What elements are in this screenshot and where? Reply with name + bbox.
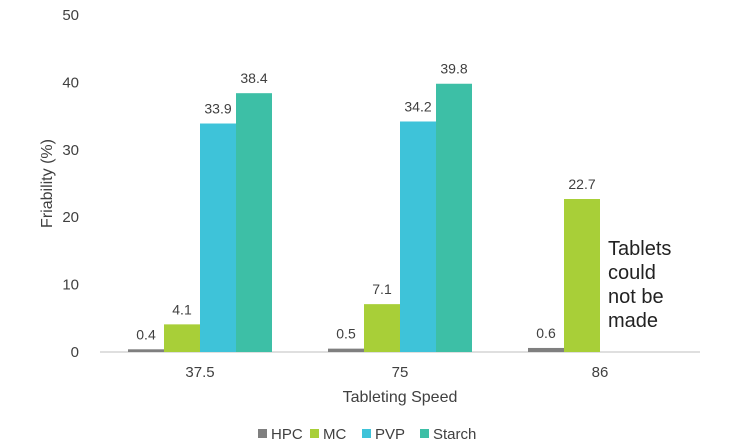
y-tick-label: 50 bbox=[62, 7, 79, 24]
bar-hpc-1 bbox=[328, 348, 364, 352]
data-label: 0.4 bbox=[136, 326, 156, 342]
data-label: 7.1 bbox=[372, 281, 392, 297]
data-label: 0.5 bbox=[336, 326, 356, 342]
x-tick-label: 86 bbox=[592, 364, 609, 381]
data-label: 22.7 bbox=[568, 176, 595, 192]
x-tick-label: 37.5 bbox=[185, 364, 214, 381]
annotation-line: could bbox=[608, 262, 656, 284]
bar-starch-1 bbox=[436, 83, 472, 353]
y-tick-label: 40 bbox=[62, 74, 79, 91]
data-label: 4.1 bbox=[172, 301, 192, 317]
bars-group bbox=[128, 83, 600, 353]
data-label: 34.2 bbox=[404, 98, 431, 114]
data-label: 0.6 bbox=[536, 325, 556, 341]
legend-swatch-hpc bbox=[258, 429, 267, 438]
legend-label-starch: Starch bbox=[433, 426, 476, 443]
bar-mc-0 bbox=[164, 324, 200, 352]
bar-mc-1 bbox=[364, 304, 400, 352]
legend-swatch-pvp bbox=[362, 429, 371, 438]
bar-starch-0 bbox=[236, 93, 272, 353]
legend-swatch-mc bbox=[310, 429, 319, 438]
data-label: 33.9 bbox=[204, 101, 231, 117]
y-axis-title: Friability (%) bbox=[39, 139, 56, 228]
data-labels-group: 0.4 4.1 33.9 38.4 0.5 7.1 34.2 39.8 0.6 22.7 bbox=[136, 61, 596, 343]
legend-label-mc: MC bbox=[323, 426, 346, 443]
annotation-line: made bbox=[608, 310, 658, 332]
x-axis-title: Tableting Speed bbox=[343, 389, 458, 406]
y-tick-label: 30 bbox=[62, 142, 79, 159]
bar-pvp-0 bbox=[200, 123, 236, 352]
legend-label-hpc: HPC bbox=[271, 426, 303, 443]
data-label: 38.4 bbox=[240, 70, 267, 86]
x-tick-label: 75 bbox=[392, 364, 409, 381]
bar-hpc-2 bbox=[528, 347, 564, 352]
x-axis-ticks: 37.5 75 86 bbox=[185, 364, 608, 381]
bar-hpc-0 bbox=[128, 349, 164, 352]
legend-label-pvp: PVP bbox=[375, 426, 405, 443]
legend: HPC MC PVP Starch bbox=[258, 426, 476, 443]
legend-swatch-starch bbox=[420, 429, 429, 438]
annotation-line: not be bbox=[608, 286, 664, 308]
y-axis-ticks: 0 10 20 30 40 50 bbox=[62, 7, 79, 361]
y-tick-label: 20 bbox=[62, 209, 79, 226]
bar-pvp-1 bbox=[400, 121, 436, 352]
bar-mc-2 bbox=[564, 199, 600, 352]
annotation-line: Tablets bbox=[608, 238, 671, 260]
y-tick-label: 0 bbox=[71, 344, 79, 361]
y-tick-label: 10 bbox=[62, 277, 79, 294]
data-label: 39.8 bbox=[440, 61, 467, 77]
